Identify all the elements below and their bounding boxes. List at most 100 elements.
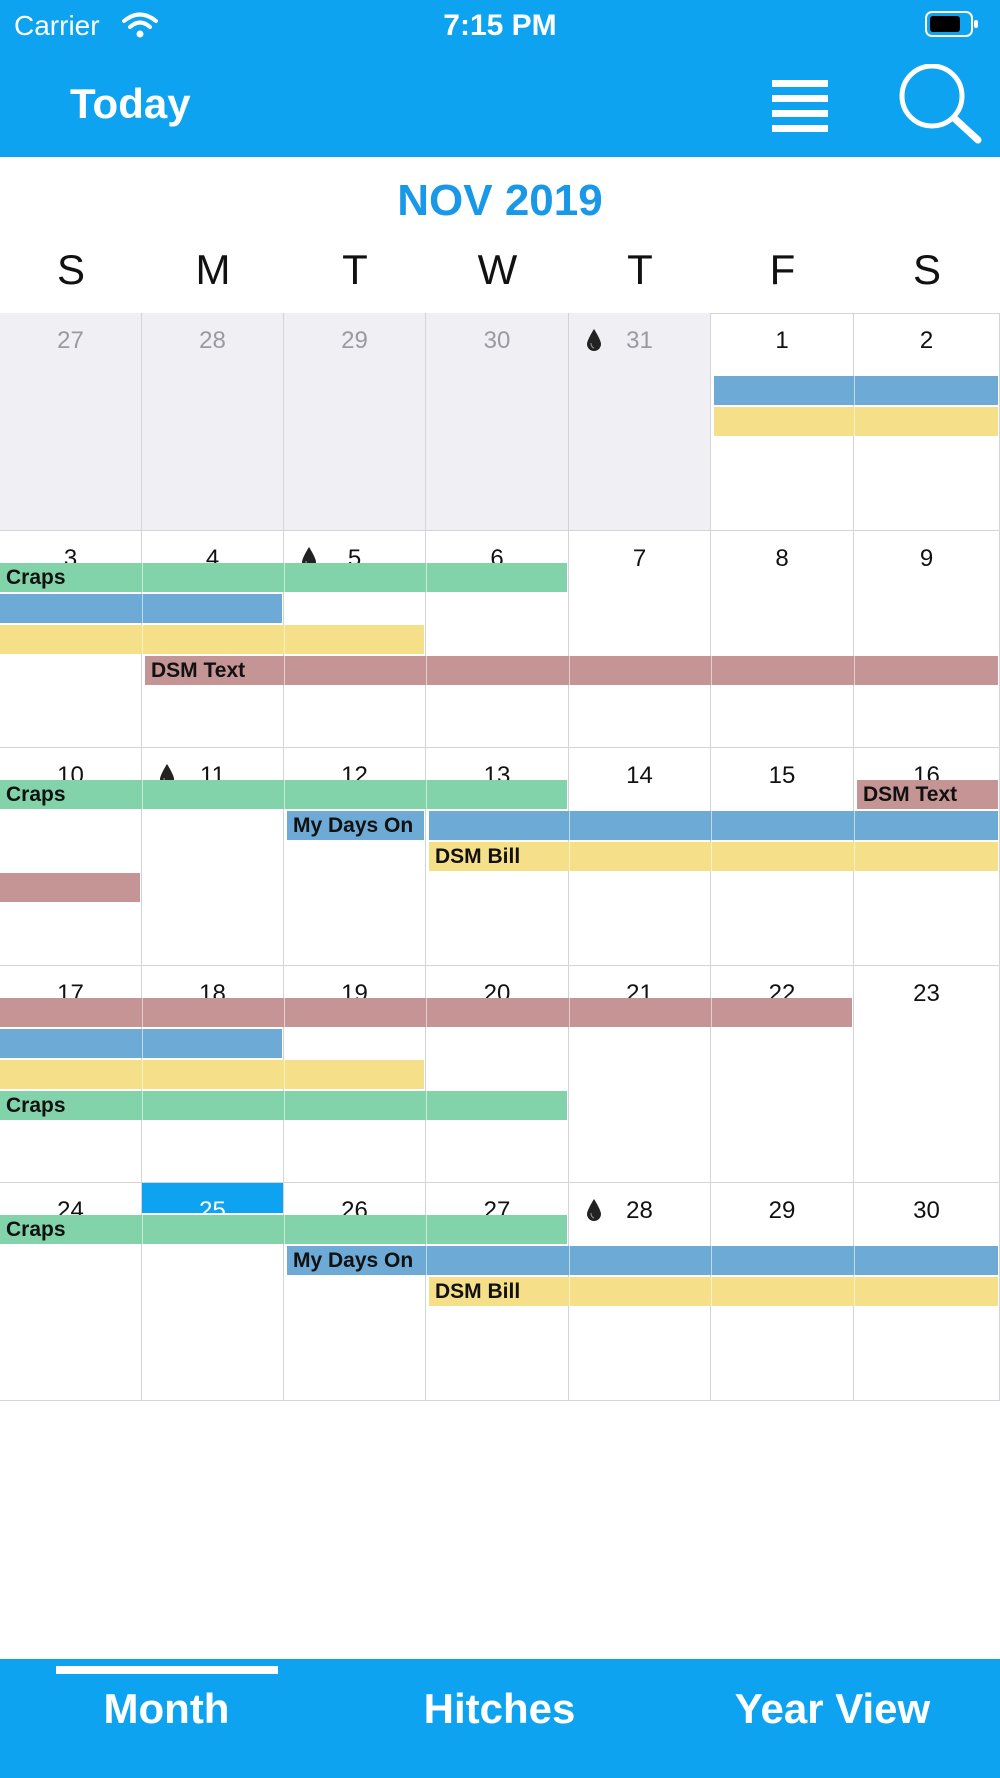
- bar-day-separator: [284, 1059, 285, 1089]
- event-bar[interactable]: [0, 1059, 424, 1089]
- event-bar-craps[interactable]: Craps: [0, 780, 567, 810]
- bar-day-separator: [854, 655, 855, 685]
- bar-day-separator: [854, 842, 855, 872]
- day-number: 14: [626, 762, 653, 790]
- event-bar-my-days-on[interactable]: My Days On: [287, 1246, 998, 1276]
- bar-day-separator: [142, 1215, 143, 1245]
- month-title: NOV 2019: [397, 176, 603, 225]
- today-button[interactable]: Today: [70, 80, 191, 127]
- event-bar[interactable]: [0, 624, 424, 654]
- event-bar[interactable]: [0, 873, 140, 903]
- bar-day-separator: [284, 997, 285, 1027]
- event-bar-dsm-bill[interactable]: DSM Bill: [429, 842, 998, 872]
- bottom-tab-bar: Month Hitches Year View: [0, 1659, 1000, 1778]
- tab-hitches[interactable]: Hitches: [423, 1685, 576, 1732]
- selected-tab-indicator: [56, 1666, 278, 1674]
- search-icon[interactable]: [896, 64, 982, 144]
- event-bar-craps[interactable]: Craps: [0, 1215, 567, 1245]
- bar-day-separator: [284, 1090, 285, 1120]
- top-bar: Carrier 7:15 PM Today: [0, 0, 1000, 157]
- weekday-header: F: [769, 246, 796, 293]
- bar-day-separator: [569, 997, 570, 1027]
- day-cell[interactable]: 23: [854, 965, 1000, 1184]
- event-bar[interactable]: [714, 407, 998, 436]
- status-time: 7:15 PM: [443, 9, 557, 42]
- event-bar[interactable]: [0, 997, 852, 1027]
- bar-day-separator: [142, 1059, 143, 1089]
- bar-day-separator: [142, 1090, 143, 1120]
- bar-day-separator: [711, 655, 712, 685]
- day-cell[interactable]: 8: [711, 530, 854, 749]
- event-bar-craps[interactable]: Craps: [0, 1090, 567, 1120]
- day-cell[interactable]: 27: [0, 313, 142, 531]
- event-bar-dsm-bill[interactable]: DSM Bill: [429, 1277, 998, 1307]
- bar-day-separator: [569, 811, 570, 841]
- event-bar-dsm-text[interactable]: DSM Text: [145, 655, 998, 685]
- menu-icon[interactable]: [770, 78, 830, 134]
- weekday-header: S: [912, 246, 941, 293]
- day-number: 9: [919, 544, 934, 572]
- tab-year-view[interactable]: Year View: [734, 1685, 931, 1732]
- bar-day-separator: [426, 562, 427, 592]
- bar-day-separator: [711, 1246, 712, 1276]
- tab-month[interactable]: Month: [103, 1685, 230, 1732]
- bar-day-separator: [284, 1215, 285, 1245]
- event-bar-my-days-on[interactable]: My Days On: [287, 811, 424, 841]
- bar-day-separator: [426, 780, 427, 810]
- day-number: 23: [913, 979, 940, 1007]
- bar-day-separator: [426, 997, 427, 1027]
- day-cell[interactable]: 28: [142, 313, 284, 531]
- bar-day-separator: [711, 811, 712, 841]
- bar-day-separator: [854, 1246, 855, 1276]
- bar-day-separator: [569, 1246, 570, 1276]
- bar-day-separator: [854, 407, 855, 436]
- drop-icon: [587, 329, 601, 351]
- bar-day-separator: [284, 562, 285, 592]
- day-cell[interactable]: 30: [426, 313, 569, 531]
- day-number: 29: [768, 1197, 796, 1225]
- bar-day-separator: [854, 811, 855, 841]
- battery-icon: [925, 11, 978, 37]
- day-cell[interactable]: 29: [284, 313, 426, 531]
- bar-day-separator: [426, 1246, 427, 1276]
- bar-day-separator: [284, 624, 285, 654]
- bar-day-separator: [569, 1277, 570, 1307]
- day-number: 29: [341, 327, 368, 354]
- day-number: 1: [775, 327, 789, 354]
- event-bar[interactable]: [429, 811, 998, 841]
- event-bar-dsm-text[interactable]: DSM Text: [857, 780, 998, 810]
- bar-day-separator: [711, 842, 712, 872]
- weekday-header: M: [195, 246, 231, 293]
- bar-day-separator: [142, 1028, 143, 1058]
- day-number: 30: [483, 327, 511, 354]
- carrier-label: Carrier: [14, 10, 100, 41]
- today-highlight: [142, 1183, 283, 1214]
- day-number: 2: [919, 327, 934, 354]
- event-bar[interactable]: [714, 376, 998, 405]
- weekday-header: S: [56, 246, 85, 293]
- day-number: 28: [199, 327, 226, 354]
- day-number: 31: [626, 327, 653, 354]
- bar-day-separator: [284, 780, 285, 810]
- day-cell[interactable]: 31: [569, 313, 711, 531]
- bar-day-separator: [142, 997, 143, 1027]
- event-bar[interactable]: [0, 1028, 282, 1058]
- bar-day-separator: [142, 624, 143, 654]
- event-bar-craps[interactable]: Craps: [0, 562, 567, 592]
- bar-day-separator: [142, 593, 143, 623]
- bar-day-separator: [142, 780, 143, 810]
- day-number: 30: [913, 1197, 940, 1225]
- day-cell[interactable]: 9: [854, 530, 1000, 749]
- weekday-header: T: [342, 246, 368, 293]
- day-number: 8: [775, 544, 789, 572]
- bar-day-separator: [854, 376, 855, 405]
- day-number: 7: [632, 544, 647, 572]
- wifi-icon: [122, 12, 158, 38]
- day-cell[interactable]: 7: [569, 530, 711, 749]
- weekday-header: T: [627, 246, 653, 293]
- bar-day-separator: [426, 1215, 427, 1245]
- event-bar[interactable]: [0, 593, 282, 623]
- day-number: 28: [626, 1197, 653, 1225]
- day-number: 27: [57, 327, 84, 354]
- bar-day-separator: [569, 655, 570, 685]
